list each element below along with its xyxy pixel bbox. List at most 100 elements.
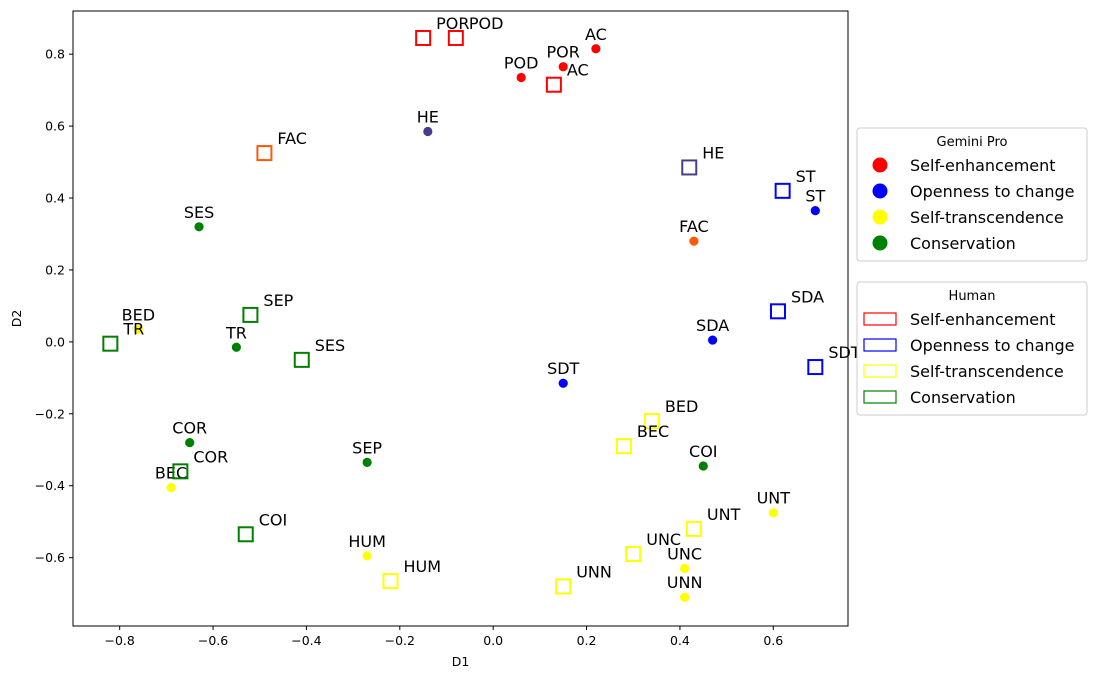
human-point (615, 438, 632, 455)
gemini-point-label: BED (122, 305, 155, 324)
y-tick-label: −0.4 (35, 478, 65, 493)
gemini-point-label: SEP (352, 438, 382, 457)
human-point-label: COR (193, 447, 228, 466)
human-point-label: UNC (646, 530, 681, 549)
gemini-point-label: HE (417, 107, 439, 126)
human-point (293, 351, 310, 368)
gemini-point (768, 508, 778, 518)
human-point (256, 145, 273, 162)
legend-marker (863, 364, 897, 378)
human-point-label: ST (796, 167, 816, 186)
human-point (643, 413, 660, 429)
x-tick-label: 0.4 (670, 633, 690, 648)
y-axis: −0.6 −0.4 −0.2 0.0 0.2 0.4 0.6 0.8 (35, 47, 73, 565)
human-point-label: POR (436, 14, 469, 33)
legend-entry-label: Self-enhancement (910, 156, 1056, 175)
x-tick-label: 0.6 (763, 633, 783, 648)
legend-marker (863, 312, 897, 326)
legend-marker (872, 235, 888, 251)
gemini-point-label: SDA (696, 316, 729, 335)
y-tick-label: 0.6 (45, 119, 65, 134)
human-point (774, 182, 791, 199)
y-tick-label: 0.2 (45, 262, 65, 277)
legend-title: Human (949, 289, 996, 304)
human-point-label: AC (567, 61, 589, 80)
legend-entry-label: Self-enhancement (910, 310, 1056, 329)
gemini-point (166, 482, 176, 493)
gemini-point (362, 457, 372, 467)
gemini-point (133, 324, 143, 334)
plot-frame (72, 10, 849, 627)
gemini-point-label: POR (547, 43, 580, 62)
gemini-point (185, 437, 195, 448)
human-point (242, 306, 259, 323)
legend-title: Gemini Pro (937, 135, 1008, 150)
human-point (807, 359, 824, 376)
legend-marker (872, 183, 888, 199)
y-tick-label: 0.0 (45, 334, 65, 349)
legend-entry-label: Openness to change (910, 336, 1075, 355)
gemini-point (698, 461, 708, 471)
y-tick-label: −0.6 (35, 550, 65, 565)
legends-layer: Gemini Pro Self-enhancement Openness to ch… (856, 127, 1088, 416)
gemini-point-label: UNN (667, 573, 703, 592)
gemini-point (231, 342, 242, 352)
human-point (237, 526, 254, 543)
human-point-label: SDT (828, 343, 860, 362)
legend-marker (863, 390, 897, 404)
gemini-point (689, 236, 699, 246)
gemini-point (708, 335, 718, 345)
legend-entry-label: Openness to change (910, 182, 1075, 201)
human-point (172, 463, 189, 480)
gemini-point-label: ST (805, 187, 825, 206)
legend-entry-label: Self-transcendence (910, 362, 1064, 381)
human-point-label: POD (469, 14, 504, 33)
y-tick-label: −0.2 (35, 406, 65, 421)
x-axis: −0.8 −0.6 −0.4 −0.2 0.0 0.2 0.4 0.6 (105, 626, 783, 648)
human-point-label: SDA (791, 287, 824, 306)
human-point (769, 303, 786, 320)
human-point-label: BED (665, 397, 698, 416)
gemini-point-label: POD (504, 54, 539, 73)
legend-entry-label: Conservation (910, 388, 1016, 407)
legend-entry-label: Conservation (910, 234, 1016, 253)
human-point-label: BEC (637, 422, 669, 441)
legend-marker (863, 338, 897, 352)
human-point (625, 546, 642, 563)
human-point-label: TR (122, 320, 144, 339)
gemini-point-label: FAC (679, 217, 709, 236)
human-point-label: HUM (403, 557, 441, 576)
gemini-point (558, 62, 568, 72)
human-point (685, 520, 702, 537)
human-point (102, 335, 119, 352)
gemini-point (591, 44, 601, 54)
gemini-point-label: HUM (348, 532, 386, 551)
gemini-point (558, 378, 568, 388)
human-point (555, 578, 572, 595)
gemini-point (679, 563, 690, 574)
gemini-point (679, 592, 690, 602)
human-point-label: UNN (576, 562, 612, 581)
human-point-label: HE (702, 143, 724, 162)
y-tick-label: 0.8 (45, 47, 65, 62)
gemini-point (810, 206, 820, 216)
human-point (545, 76, 562, 93)
human-point-label: COI (259, 510, 287, 529)
gemini-legend-box (856, 127, 1088, 262)
gemini-point-label: BEC (155, 464, 187, 483)
gemini-point (423, 126, 433, 137)
x-tick-label: −0.8 (105, 633, 135, 648)
x-tick-label: 0.2 (577, 633, 597, 648)
human-point-label: FAC (277, 129, 307, 148)
gemini-point (194, 222, 204, 232)
y-axis-label: D2 (9, 310, 24, 328)
human-point (681, 159, 698, 176)
human-point-label: SES (315, 336, 345, 355)
gemini-point-label: AC (585, 25, 607, 44)
gemini-point-label: UNT (757, 489, 791, 508)
gemini-point-label: SDT (547, 359, 579, 378)
gemini-point-label: TR (225, 323, 247, 342)
